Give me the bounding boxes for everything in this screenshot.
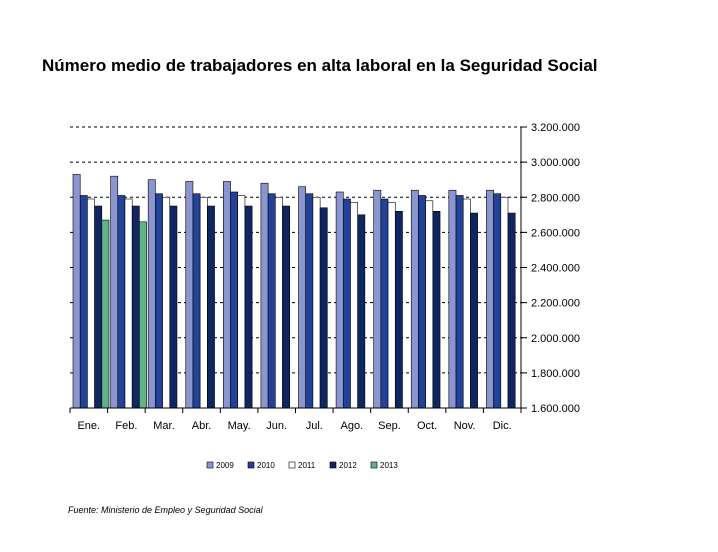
y-tick-label: 1.800.000	[531, 368, 580, 380]
bar-2011-10	[462, 198, 471, 409]
bar-2013-1	[139, 221, 147, 409]
x-tick-label: Nov.	[454, 420, 476, 432]
bar-2011-3	[199, 196, 208, 409]
x-tick-label: Dic.	[493, 420, 512, 432]
y-tick-label: 3.200.000	[531, 122, 580, 134]
x-tick-label: Ago.	[341, 420, 364, 432]
bar-2012-0	[94, 205, 103, 409]
bar-2011-11	[500, 196, 509, 409]
bar-2011-9	[425, 200, 434, 409]
bar-2010-7	[342, 198, 351, 409]
bar-2009-0	[72, 174, 81, 409]
x-tick-label: Jun.	[266, 420, 287, 432]
bars	[72, 174, 516, 409]
bar-2009-8	[373, 189, 382, 409]
bar-2012-9	[432, 211, 441, 409]
bar-2010-8	[380, 198, 389, 409]
legend-swatch-2010	[247, 461, 255, 469]
bar-2009-4	[223, 181, 231, 409]
bar-2010-6	[305, 193, 314, 409]
bar-2011-8	[387, 202, 396, 409]
bar-2009-6	[298, 186, 306, 409]
bar-2010-10	[455, 195, 464, 409]
x-tick-label: May.	[228, 420, 251, 432]
legend-swatch-2011	[288, 461, 296, 469]
axes: 1.600.000 1.800.000 2.000.000 2.200.000 2.40…	[69, 122, 580, 432]
bar-2012-5	[282, 205, 291, 409]
bar-2009-11	[486, 189, 494, 409]
bar-2010-2	[155, 193, 163, 409]
bar-2010-0	[79, 195, 88, 409]
bar-2010-5	[267, 193, 276, 409]
y-tick-label: 1.600.000	[531, 403, 580, 415]
bar-2011-6	[312, 196, 321, 409]
chart-title: Número medio de trabajadores en alta lab…	[42, 56, 598, 75]
source-note: Fuente: Ministerio de Empleo y Seguridad…	[68, 505, 263, 515]
bar-2009-9	[410, 189, 419, 409]
x-tick-label: Mar.	[153, 420, 174, 432]
y-tick-label: 2.400.000	[531, 263, 580, 275]
bar-2009-1	[110, 175, 119, 409]
bar-2012-6	[319, 207, 328, 409]
legend-label: 2013	[380, 461, 398, 470]
x-tick-label: Abr.	[192, 420, 212, 432]
bar-2012-4	[244, 205, 253, 409]
bar-2009-10	[448, 189, 457, 409]
bar-2012-8	[394, 211, 403, 409]
y-tick-label: 3.000.000	[531, 157, 580, 169]
bar-2012-7	[357, 214, 366, 409]
bar-2012-1	[131, 205, 140, 409]
legend: 2009 2010 2011 2012 2013	[206, 461, 398, 470]
bar-2009-2	[147, 179, 156, 409]
legend-label: 2012	[339, 461, 357, 470]
bar-2009-3	[185, 181, 194, 409]
bar-2010-1	[117, 195, 126, 409]
legend-label: 2010	[257, 461, 275, 470]
x-tick-label: Feb.	[115, 420, 137, 432]
bar-2012-10	[470, 212, 478, 409]
bar-2009-5	[260, 182, 269, 409]
legend-label: 2009	[216, 461, 234, 470]
y-tick-label: 2.800.000	[531, 192, 580, 204]
legend-swatch-2013	[370, 461, 378, 469]
y-tick-label: 2.000.000	[531, 333, 580, 345]
y-tick-label: 2.200.000	[531, 298, 580, 310]
bar-2010-11	[493, 193, 502, 409]
legend-label: 2011	[298, 461, 316, 470]
x-tick-label: Jul.	[306, 420, 323, 432]
y-tick-label: 2.600.000	[531, 227, 580, 239]
bar-2011-5	[275, 196, 283, 409]
bar-2011-7	[350, 202, 358, 409]
bar-2012-11	[507, 212, 516, 409]
bar-2012-2	[169, 205, 178, 409]
bar-2011-0	[87, 198, 95, 409]
bar-2010-9	[418, 195, 426, 409]
x-tick-label: Ene.	[77, 420, 100, 432]
bar-2011-4	[237, 195, 246, 409]
legend-swatch-2012	[329, 461, 337, 469]
bar-2012-3	[207, 205, 215, 409]
bar-2009-7	[335, 191, 344, 409]
x-tick-label: Oct.	[417, 420, 437, 432]
bar-2010-3	[192, 193, 201, 409]
bar-2013-0	[101, 219, 110, 409]
bar-2010-4	[230, 191, 239, 409]
bar-2011-1	[124, 198, 133, 409]
x-tick-label: Sep.	[378, 420, 401, 432]
bar-2011-2	[162, 196, 171, 409]
legend-swatch-2009	[206, 461, 214, 469]
